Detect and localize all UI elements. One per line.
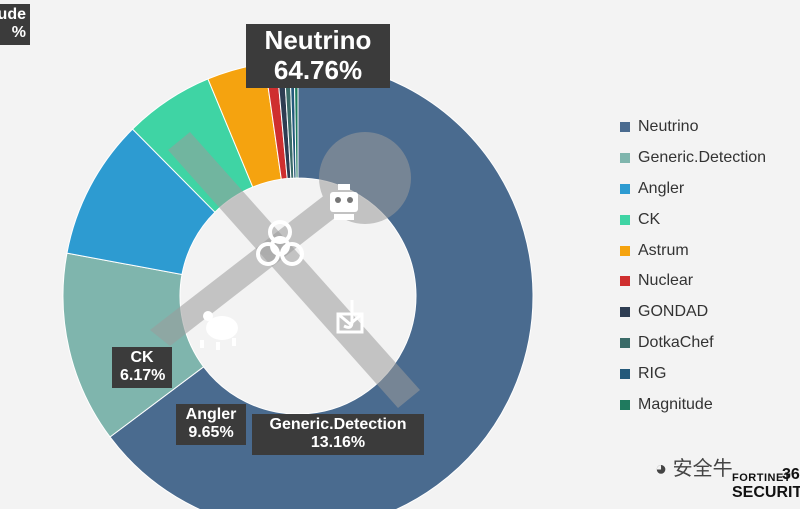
callout-name: Neutrino: [264, 25, 372, 55]
callout-name: ude: [0, 6, 26, 23]
slice-generic-detection: [62, 252, 205, 438]
legend-label: Astrum: [638, 241, 689, 259]
legend-item: CK: [620, 204, 800, 235]
legend-swatch: [620, 122, 630, 133]
legend-swatch: [620, 276, 630, 287]
watermark-text: 安全牛: [672, 458, 733, 480]
legend-item: RIG: [620, 358, 800, 389]
callout-percent: 64.76%: [273, 54, 363, 85]
legend-label: RIG: [638, 364, 667, 382]
callout-percent: 9.65%: [188, 424, 234, 442]
legend-swatch: [620, 337, 630, 348]
callout-magnitude-partial: ude %: [0, 4, 30, 45]
callout-angler: Angler 9.65%: [176, 404, 246, 445]
legend-item: Generic.Detection: [620, 143, 800, 174]
legend-swatch: [620, 245, 630, 256]
chart-legend: Neutrino Generic.Detection Angler CK Astrum N…: [620, 112, 800, 420]
legend-label: DotkaChef: [638, 333, 714, 351]
legend-swatch: [620, 214, 630, 225]
callout-name: Generic.Detection: [269, 416, 407, 433]
legend-swatch: [620, 307, 630, 318]
center-overlay: [150, 132, 420, 408]
legend-label: GONDAD: [638, 303, 709, 321]
brand-fortinet: FORTINET: [732, 472, 791, 484]
legend-item: Neutrino: [620, 112, 800, 143]
legend-swatch: [620, 399, 630, 410]
legend-item: Nuclear: [620, 266, 800, 297]
legend-swatch: [620, 153, 630, 164]
phishing-hook-icon: [336, 300, 364, 334]
legend-swatch: [620, 368, 630, 379]
brand-number: 36: [782, 466, 800, 483]
legend-label: Generic.Detection: [638, 149, 767, 167]
crossed-bar-icon: [168, 132, 420, 408]
callout-percent: %: [11, 24, 26, 42]
legend-item: Astrum: [620, 235, 800, 266]
legend-item: GONDAD: [620, 297, 800, 328]
robot-icon: [330, 184, 358, 220]
legend-label: Angler: [638, 179, 685, 197]
donut-slices: [62, 60, 534, 509]
callout-name: CK: [130, 349, 154, 366]
slice-neutrino: [109, 60, 534, 509]
callout-generic-detection: Generic.Detection 13.16%: [252, 414, 424, 455]
legend-label: Nuclear: [638, 272, 694, 290]
callout-name: Angler: [185, 406, 237, 423]
bug-icon: [200, 311, 238, 350]
legend-label: Magnitude: [638, 395, 713, 413]
watermark: ◕ 安全牛: [655, 452, 733, 481]
brand-security: SECURIT: [732, 484, 800, 501]
callout-neutrino: Neutrino 64.76%: [246, 24, 390, 88]
callout-ck: CK 6.17%: [112, 347, 172, 388]
legend-item: DotkaChef: [620, 328, 800, 359]
callout-percent: 6.17%: [120, 367, 166, 385]
biohazard-icon: [256, 220, 304, 266]
legend-label: CK: [638, 210, 661, 228]
legend-swatch: [620, 183, 630, 194]
legend-label: Neutrino: [638, 118, 699, 136]
brand-logo: FORTINET 36 SECURIT: [732, 466, 800, 502]
legend-item: Magnitude: [620, 389, 800, 420]
wechat-icon: ◕: [655, 458, 668, 480]
legend-item: Angler: [620, 174, 800, 205]
callout-percent: 13.16%: [310, 434, 366, 452]
